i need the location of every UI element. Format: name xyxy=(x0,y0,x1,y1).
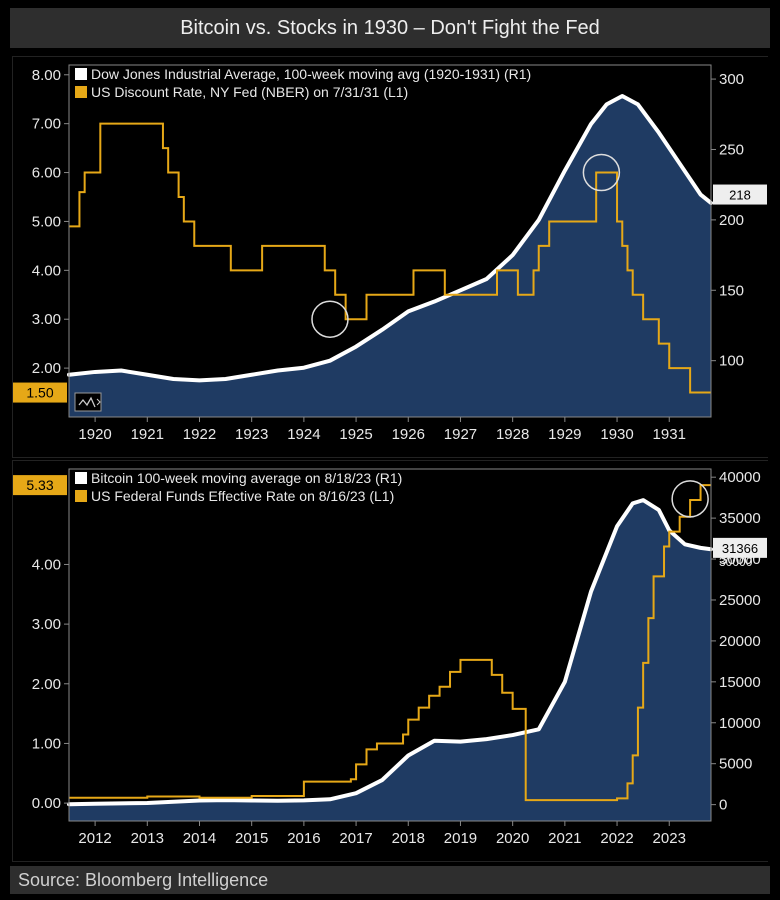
svg-text:200: 200 xyxy=(719,212,744,229)
svg-text:1.00: 1.00 xyxy=(32,735,61,752)
chart-frame: Bitcoin vs. Stocks in 1930 – Don't Fight… xyxy=(0,0,780,900)
svg-text:20000: 20000 xyxy=(719,633,761,650)
chart-title: Bitcoin vs. Stocks in 1930 – Don't Fight… xyxy=(180,17,600,40)
svg-text:1921: 1921 xyxy=(131,426,164,443)
svg-text:1.50: 1.50 xyxy=(26,385,53,401)
svg-text:300: 300 xyxy=(719,71,744,88)
svg-text:100: 100 xyxy=(719,353,744,370)
svg-text:1923: 1923 xyxy=(235,426,268,443)
svg-text:2017: 2017 xyxy=(339,830,372,847)
svg-text:30000: 30000 xyxy=(719,555,753,569)
svg-text:2020: 2020 xyxy=(496,830,529,847)
svg-text:4.00: 4.00 xyxy=(32,556,61,573)
svg-text:25000: 25000 xyxy=(719,592,761,609)
svg-text:1926: 1926 xyxy=(392,426,425,443)
svg-text:2022: 2022 xyxy=(600,830,633,847)
svg-text:6.00: 6.00 xyxy=(32,165,61,182)
svg-text:2.00: 2.00 xyxy=(32,676,61,693)
svg-text:1925: 1925 xyxy=(339,426,372,443)
svg-text:7.00: 7.00 xyxy=(32,116,61,133)
svg-text:2013: 2013 xyxy=(131,830,164,847)
source-text: Source: Bloomberg Intelligence xyxy=(18,870,268,891)
svg-text:218: 218 xyxy=(729,188,751,203)
top-chart-panel: 2.00 3.00 4.00 5.00 6.00 7.00 8.00 100 150 200 250… xyxy=(12,56,768,458)
svg-text:1931: 1931 xyxy=(653,426,686,443)
svg-text:0: 0 xyxy=(719,797,727,814)
svg-text:1930: 1930 xyxy=(600,426,633,443)
svg-text:1920: 1920 xyxy=(78,426,111,443)
svg-text:1927: 1927 xyxy=(444,426,477,443)
svg-text:2023: 2023 xyxy=(653,830,686,847)
svg-text:1929: 1929 xyxy=(548,426,581,443)
svg-text:2014: 2014 xyxy=(183,830,216,847)
svg-text:8.00: 8.00 xyxy=(32,67,61,84)
svg-text:250: 250 xyxy=(719,141,744,158)
svg-text:40000: 40000 xyxy=(719,469,761,486)
svg-text:5000: 5000 xyxy=(719,756,752,773)
right-value-badge: 218 xyxy=(713,185,767,205)
svg-text:US Discount Rate, NY Fed (NBER: US Discount Rate, NY Fed (NBER) on 7/31/… xyxy=(91,84,408,100)
svg-text:2019: 2019 xyxy=(444,830,477,847)
svg-text:1924: 1924 xyxy=(287,426,320,443)
svg-text:Dow Jones Industrial Average,: Dow Jones Industrial Average, 100-week m… xyxy=(91,66,531,82)
svg-text:Bitcoin 100-week moving averag: Bitcoin 100-week moving average on 8/18/… xyxy=(91,470,402,486)
chart-settings-icon[interactable] xyxy=(75,393,101,411)
svg-text:4.00: 4.00 xyxy=(32,262,61,279)
svg-text:5.33: 5.33 xyxy=(26,477,53,493)
title-bar: Bitcoin vs. Stocks in 1930 – Don't Fight… xyxy=(10,8,770,48)
svg-text:10000: 10000 xyxy=(719,715,761,732)
source-bar: Source: Bloomberg Intelligence xyxy=(10,866,770,894)
svg-text:15000: 15000 xyxy=(719,674,761,691)
svg-text:3.00: 3.00 xyxy=(32,311,61,328)
svg-text:US Federal Funds Effective Rat: US Federal Funds Effective Rate on 8/16/… xyxy=(91,488,394,504)
svg-text:2.00: 2.00 xyxy=(32,360,61,377)
svg-text:2015: 2015 xyxy=(235,830,268,847)
svg-text:2016: 2016 xyxy=(287,830,320,847)
svg-text:3.00: 3.00 xyxy=(32,616,61,633)
svg-text:0.00: 0.00 xyxy=(32,795,61,812)
svg-text:1922: 1922 xyxy=(183,426,216,443)
svg-text:31366: 31366 xyxy=(722,541,758,556)
bottom-chart-panel: 0.00 1.00 2.00 3.00 4.00 0 5000 10000 15000 20000… xyxy=(12,460,768,862)
left-value-badge: 1.50 xyxy=(13,383,67,403)
svg-text:2018: 2018 xyxy=(392,830,425,847)
left-value-badge: 5.33 xyxy=(13,475,67,495)
svg-text:2012: 2012 xyxy=(78,830,111,847)
svg-text:2021: 2021 xyxy=(548,830,581,847)
svg-text:35000: 35000 xyxy=(719,510,761,527)
svg-text:150: 150 xyxy=(719,282,744,299)
svg-text:1928: 1928 xyxy=(496,426,529,443)
svg-text:5.00: 5.00 xyxy=(32,213,61,230)
